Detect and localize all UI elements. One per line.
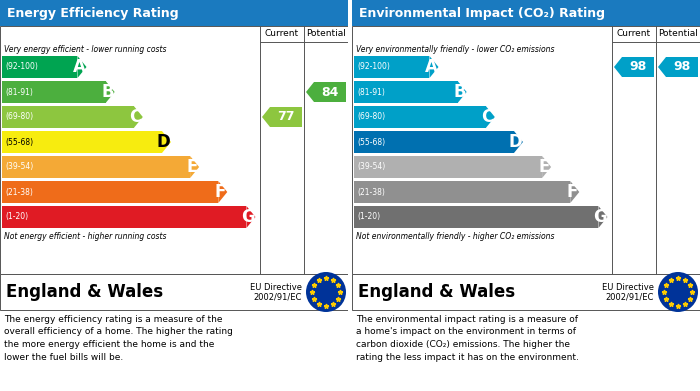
Text: (1-20): (1-20): [5, 212, 28, 221]
Circle shape: [306, 272, 346, 312]
Text: C: C: [130, 108, 142, 126]
Text: (81-91): (81-91): [357, 88, 385, 97]
Polygon shape: [78, 56, 87, 78]
Text: 77: 77: [277, 111, 295, 124]
Bar: [0, 274, 348, 310]
Text: (92-100): (92-100): [5, 63, 38, 72]
Text: G: G: [241, 208, 254, 226]
Polygon shape: [542, 156, 551, 178]
Text: D: D: [508, 133, 522, 151]
Text: (21-38): (21-38): [5, 188, 33, 197]
Text: 98: 98: [629, 61, 647, 74]
Polygon shape: [162, 131, 171, 153]
Text: Energy Efficiency Rating: Energy Efficiency Rating: [7, 7, 178, 20]
Polygon shape: [262, 107, 302, 127]
Text: (21-38): (21-38): [357, 188, 385, 197]
Bar: [2, 106, 134, 128]
Bar: [2, 81, 106, 103]
Text: A: A: [425, 58, 438, 76]
Text: Current: Current: [265, 29, 299, 38]
Text: (92-100): (92-100): [357, 63, 390, 72]
Bar: [354, 181, 570, 203]
Bar: [0, 26, 348, 274]
Bar: [354, 81, 458, 103]
Text: E: E: [187, 158, 198, 176]
Text: The environmental impact rating is a measure of
a home's impact on the environme: The environmental impact rating is a mea…: [356, 315, 579, 362]
Text: (55-68): (55-68): [5, 138, 33, 147]
Text: (1-20): (1-20): [357, 212, 380, 221]
Polygon shape: [458, 81, 467, 103]
Polygon shape: [134, 106, 143, 128]
Text: E: E: [539, 158, 550, 176]
Bar: [348, 0, 352, 391]
Bar: [2, 181, 218, 203]
Text: B: B: [453, 83, 466, 101]
Polygon shape: [514, 131, 523, 153]
Text: 2002/91/EC: 2002/91/EC: [606, 292, 654, 301]
Bar: [354, 131, 514, 153]
Text: (69-80): (69-80): [357, 113, 385, 122]
Text: A: A: [73, 58, 85, 76]
Text: Very energy efficient - lower running costs: Very energy efficient - lower running co…: [4, 45, 167, 54]
Text: Current: Current: [617, 29, 651, 38]
Text: 2002/91/EC: 2002/91/EC: [253, 292, 302, 301]
Text: (81-91): (81-91): [5, 88, 33, 97]
Polygon shape: [570, 181, 580, 203]
Bar: [352, 0, 700, 26]
Circle shape: [658, 272, 698, 312]
Polygon shape: [486, 106, 495, 128]
Text: (55-68): (55-68): [357, 138, 385, 147]
Polygon shape: [614, 57, 654, 77]
Polygon shape: [306, 82, 346, 102]
Text: G: G: [593, 208, 606, 226]
Polygon shape: [430, 56, 438, 78]
Bar: [354, 56, 430, 78]
Bar: [354, 106, 486, 128]
Text: (39-54): (39-54): [5, 163, 34, 172]
Text: Potential: Potential: [306, 29, 346, 38]
Bar: [2, 156, 190, 178]
Text: Not environmentally friendly - higher CO₂ emissions: Not environmentally friendly - higher CO…: [356, 232, 554, 241]
Bar: [354, 156, 542, 178]
Text: Environmental Impact (CO₂) Rating: Environmental Impact (CO₂) Rating: [359, 7, 605, 20]
Text: Very environmentally friendly - lower CO₂ emissions: Very environmentally friendly - lower CO…: [356, 45, 554, 54]
Text: England & Wales: England & Wales: [6, 283, 163, 301]
Text: EU Directive: EU Directive: [250, 283, 302, 292]
Polygon shape: [218, 181, 228, 203]
Bar: [2, 56, 78, 78]
Polygon shape: [246, 206, 256, 228]
Text: (39-54): (39-54): [357, 163, 385, 172]
Polygon shape: [598, 206, 608, 228]
Text: 84: 84: [321, 86, 339, 99]
Polygon shape: [190, 156, 199, 178]
Polygon shape: [106, 81, 115, 103]
Bar: [352, 26, 700, 274]
Bar: [0, 0, 348, 26]
Bar: [352, 274, 700, 310]
Text: D: D: [156, 133, 170, 151]
Text: The energy efficiency rating is a measure of the
overall efficiency of a home. T: The energy efficiency rating is a measur…: [4, 315, 233, 362]
Text: F: F: [215, 183, 226, 201]
Bar: [2, 131, 162, 153]
Text: Not energy efficient - higher running costs: Not energy efficient - higher running co…: [4, 232, 167, 241]
Text: EU Directive: EU Directive: [602, 283, 654, 292]
Bar: [354, 206, 598, 228]
Text: England & Wales: England & Wales: [358, 283, 515, 301]
Text: 98: 98: [673, 61, 691, 74]
Text: Potential: Potential: [658, 29, 698, 38]
Text: C: C: [482, 108, 494, 126]
Bar: [2, 206, 246, 228]
Text: (69-80): (69-80): [5, 113, 33, 122]
Text: F: F: [567, 183, 578, 201]
Text: B: B: [101, 83, 113, 101]
Polygon shape: [658, 57, 698, 77]
